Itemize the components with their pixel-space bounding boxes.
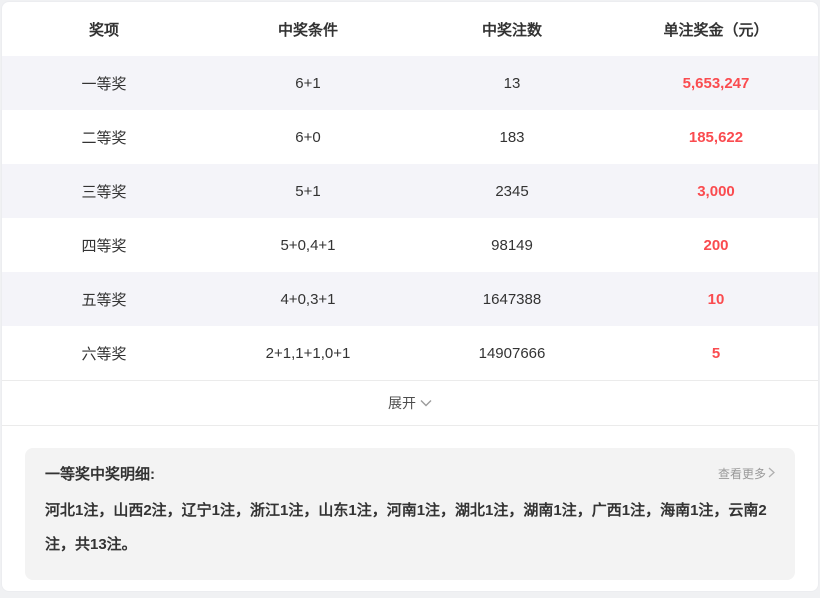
tier-cell: 六等奖 [81,345,127,363]
table-header-row: 奖项 中奖条件 中奖注数 单注奖金（元） [2,2,818,56]
condition-cell: 4+0,3+1 [280,290,336,308]
prize-cell: 3,000 [697,182,735,200]
view-more-link[interactable]: 查看更多 [718,465,775,482]
expand-label: 展开 [388,395,416,411]
count-cell: 1647388 [482,290,542,308]
table-row: 六等奖 2+1,1+1,0+1 14907666 5 [2,326,818,380]
condition-cell: 5+1 [295,182,321,200]
detail-title: 一等奖中奖明细: [45,466,155,483]
count-cell: 14907666 [478,344,546,362]
table-row: 五等奖 4+0,3+1 1647388 10 [2,272,818,326]
tier-cell: 四等奖 [81,237,127,255]
prize-cell: 5 [711,344,721,362]
prize-cell: 10 [707,290,725,308]
col-header-tier: 奖项 [88,21,119,39]
first-prize-detail-panel: 一等奖中奖明细: 查看更多 河北1注，山西2注，辽宁1注，浙江1注，山东1注，河… [25,448,795,580]
condition-cell: 5+0,4+1 [280,236,336,254]
tier-cell: 二等奖 [81,129,127,147]
col-header-condition: 中奖条件 [277,21,338,39]
condition-cell: 6+0 [295,128,321,146]
view-more-label: 查看更多 [717,467,766,481]
table-row: 二等奖 6+0 183 185,622 [2,110,818,164]
condition-cell: 2+1,1+1,0+1 [265,344,351,362]
count-cell: 183 [499,128,525,146]
condition-cell: 6+1 [295,74,321,92]
tier-cell: 五等奖 [81,291,127,309]
prize-table: 奖项 中奖条件 中奖注数 单注奖金（元） 一等奖 6+1 13 5,653,24… [2,2,818,426]
tier-cell: 一等奖 [81,75,127,93]
count-cell: 13 [503,74,521,92]
count-cell: 98149 [491,236,533,254]
col-header-count: 中奖注数 [481,21,542,39]
prize-cell: 200 [703,236,729,254]
tier-cell: 三等奖 [81,183,127,201]
detail-section: 一等奖中奖明细: 查看更多 河北1注，山西2注，辽宁1注，浙江1注，山东1注，河… [2,426,818,580]
prize-cell: 185,622 [688,128,744,146]
table-row: 四等奖 5+0,4+1 98149 200 [2,218,818,272]
chevron-right-icon [768,467,775,481]
detail-body-text: 河北1注，山西2注，辽宁1注，浙江1注，山东1注，河南1注，湖北1注，湖南1注，… [45,502,767,553]
chevron-down-icon [420,394,432,412]
table-row: 三等奖 5+1 2345 3,000 [2,164,818,218]
prize-cell: 5,653,247 [682,74,750,92]
expand-button[interactable]: 展开 [2,380,818,426]
detail-header: 一等奖中奖明细: 查看更多 [45,463,775,484]
table-row: 一等奖 6+1 13 5,653,247 [2,56,818,110]
count-cell: 2345 [495,182,529,200]
col-header-prize: 单注奖金（元） [663,21,769,39]
